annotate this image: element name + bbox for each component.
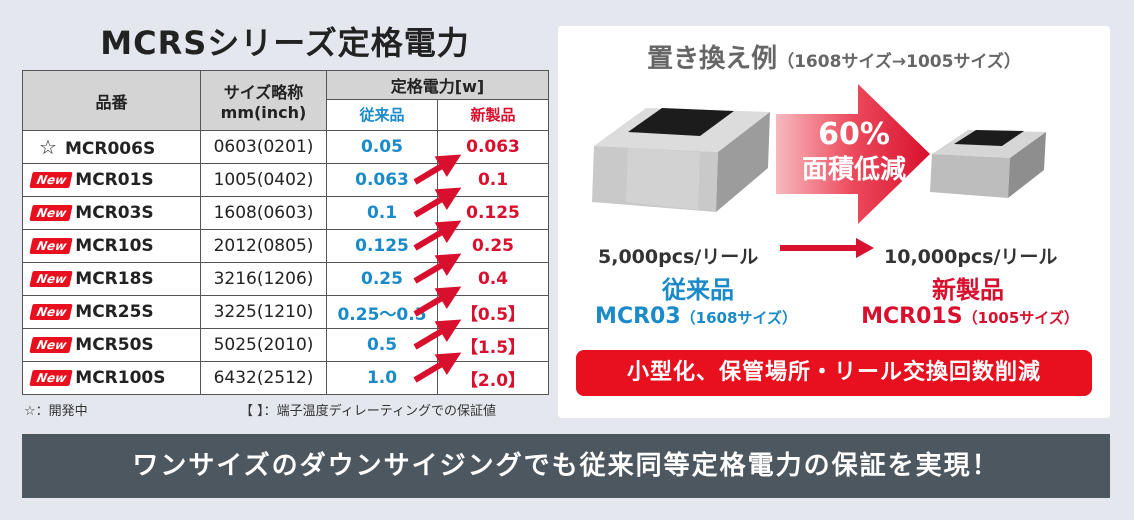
old-rating-cell: 0.25～0.5 (326, 295, 438, 329)
old-part: MCR03 (595, 304, 681, 329)
size-cell: 1608(0603) (200, 196, 327, 230)
size-cell: 1005(0402) (200, 163, 327, 197)
header-size-line1: サイズ略称 (223, 83, 304, 102)
new-badge-icon: New (29, 271, 73, 287)
old-rating-cell: 0.1 (326, 196, 438, 230)
new-badge-icon: New (29, 304, 73, 320)
part-number: MCR01S (75, 170, 154, 190)
chip-illustration: 60% 面積低減 (592, 84, 1046, 258)
chip-small-icon (930, 130, 1046, 198)
part-cell: New MCR03S (22, 196, 201, 230)
table-row: New MCR50S 5025(2010) 0.5 【1.5】 (22, 328, 550, 362)
reduction-text: 面積低減 (802, 155, 906, 185)
footnote-derating: 【 】：端子温度ディレーティングでの保証値 (240, 404, 496, 419)
red-right-arrow-icon (776, 84, 930, 224)
old-rating-cell: 0.05 (326, 130, 438, 164)
size-cell: 3216(1206) (200, 262, 327, 296)
bottom-banner: ワンサイズのダウンサイジングでも従来同等定格電力の保証を実現！ (22, 434, 1110, 498)
old-label: 従来品 (662, 276, 734, 304)
part-cell: New MCR100S (22, 361, 201, 395)
new-badge-icon: New (29, 238, 73, 254)
part-cell: New MCR50S (22, 328, 201, 362)
footnote-development: ☆：開発中 (24, 404, 88, 419)
qty-new: 10,000pcs/リール (884, 246, 1058, 268)
header-rating: 定格電力[w] (325, 70, 550, 100)
star-icon: ☆ (39, 135, 57, 159)
chip-large-icon (592, 108, 770, 212)
part-cell: New MCR01S (22, 163, 201, 197)
table-row: New MCR01S 1005(0402) 0.063 0.1 (22, 163, 550, 197)
part-cell: New MCR10S (22, 229, 201, 263)
new-rating-cell: 0.4 (436, 262, 550, 296)
table-row: New MCR18S 3216(1206) 0.25 0.4 (22, 262, 550, 296)
part-number: MCR18S (75, 269, 154, 289)
old-rating-cell: 0.125 (326, 229, 438, 263)
example-title: 置き換え例（1608サイズ→1005サイズ） (558, 38, 1110, 75)
new-size: （1005サイズ） (962, 309, 1079, 327)
header-part: 品番 (22, 70, 201, 131)
new-badge-icon: New (29, 370, 73, 386)
part-number: MCR10S (75, 236, 154, 256)
part-number: MCR25S (75, 302, 154, 322)
new-rating-cell: 【1.5】 (436, 328, 550, 362)
table-row: New MCR10S 2012(0805) 0.125 0.25 (22, 229, 550, 263)
old-part-line: MCR03（1608サイズ） (558, 304, 834, 329)
part-cell: New MCR18S (22, 262, 201, 296)
header-size: サイズ略称 mm(inch) (200, 70, 327, 131)
example-title-sub: （1608サイズ→1005サイズ） (777, 52, 1021, 72)
new-badge-icon: New (29, 337, 73, 353)
new-part: MCR01S (861, 304, 963, 329)
table-row: ☆ MCR006S 0603(0201) 0.05 0.063 (22, 130, 550, 164)
new-part-line: MCR01S（1005サイズ） (840, 304, 1100, 329)
old-rating-cell: 0.063 (326, 163, 438, 197)
new-rating-cell: 【0.5】 (436, 295, 550, 329)
old-rating-cell: 0.5 (326, 328, 438, 362)
reduction-percent: 60% (818, 117, 890, 152)
size-cell: 0603(0201) (200, 130, 327, 164)
size-cell: 6432(2512) (200, 361, 327, 395)
old-size: （1608サイズ） (680, 309, 797, 327)
part-number: MCR03S (75, 203, 154, 223)
example-title-main: 置き換え例 (647, 44, 778, 74)
qty-arrow-head-icon (856, 238, 874, 258)
table-row: New MCR25S 3225(1210) 0.25～0.5 【0.5】 (22, 295, 550, 329)
part-cell: ☆ MCR006S (22, 130, 201, 164)
header-new: 新製品 (436, 98, 550, 132)
new-label: 新製品 (932, 276, 1004, 304)
new-badge-icon: New (29, 205, 73, 221)
part-number: MCR50S (75, 335, 154, 355)
new-rating-cell: 【2.0】 (436, 361, 550, 395)
part-cell: New MCR25S (22, 295, 201, 329)
new-rating-cell: 0.125 (436, 196, 550, 230)
new-rating-cell: 0.25 (436, 229, 550, 263)
replacement-example-panel: 置き換え例（1608サイズ→1005サイズ） 60% 面積低減 (558, 26, 1110, 418)
size-cell: 2012(0805) (200, 229, 327, 263)
table-row: New MCR100S 6432(2512) 1.0 【2.0】 (22, 361, 550, 395)
rating-table: 品番 サイズ略称 mm(inch) 定格電力[w] 従来品 新製品 ☆ MCR00… (22, 70, 550, 395)
benefit-banner: 小型化、保管場所・リール交換回数削減 (576, 350, 1092, 396)
old-rating-cell: 1.0 (326, 361, 438, 395)
table-row: New MCR03S 1608(0603) 0.1 0.125 (22, 196, 550, 230)
new-rating-cell: 0.1 (436, 163, 550, 197)
header-size-line2: mm(inch) (220, 103, 307, 122)
part-number: MCR006S (65, 139, 156, 159)
size-cell: 5025(2010) (200, 328, 327, 362)
part-number: MCR100S (75, 368, 166, 388)
header-old: 従来品 (326, 98, 438, 132)
old-rating-cell: 0.25 (326, 262, 438, 296)
new-rating-cell: 0.063 (436, 130, 550, 164)
size-cell: 3225(1210) (200, 295, 327, 329)
table-title: MCRSシリーズ定格電力 (100, 24, 470, 62)
new-badge-icon: New (29, 172, 73, 188)
qty-old: 5,000pcs/リール (598, 246, 759, 268)
rating-table-panel: MCRSシリーズ定格電力 品番 サイズ略称 mm(inch) 定格電力[w] 従… (0, 0, 560, 430)
